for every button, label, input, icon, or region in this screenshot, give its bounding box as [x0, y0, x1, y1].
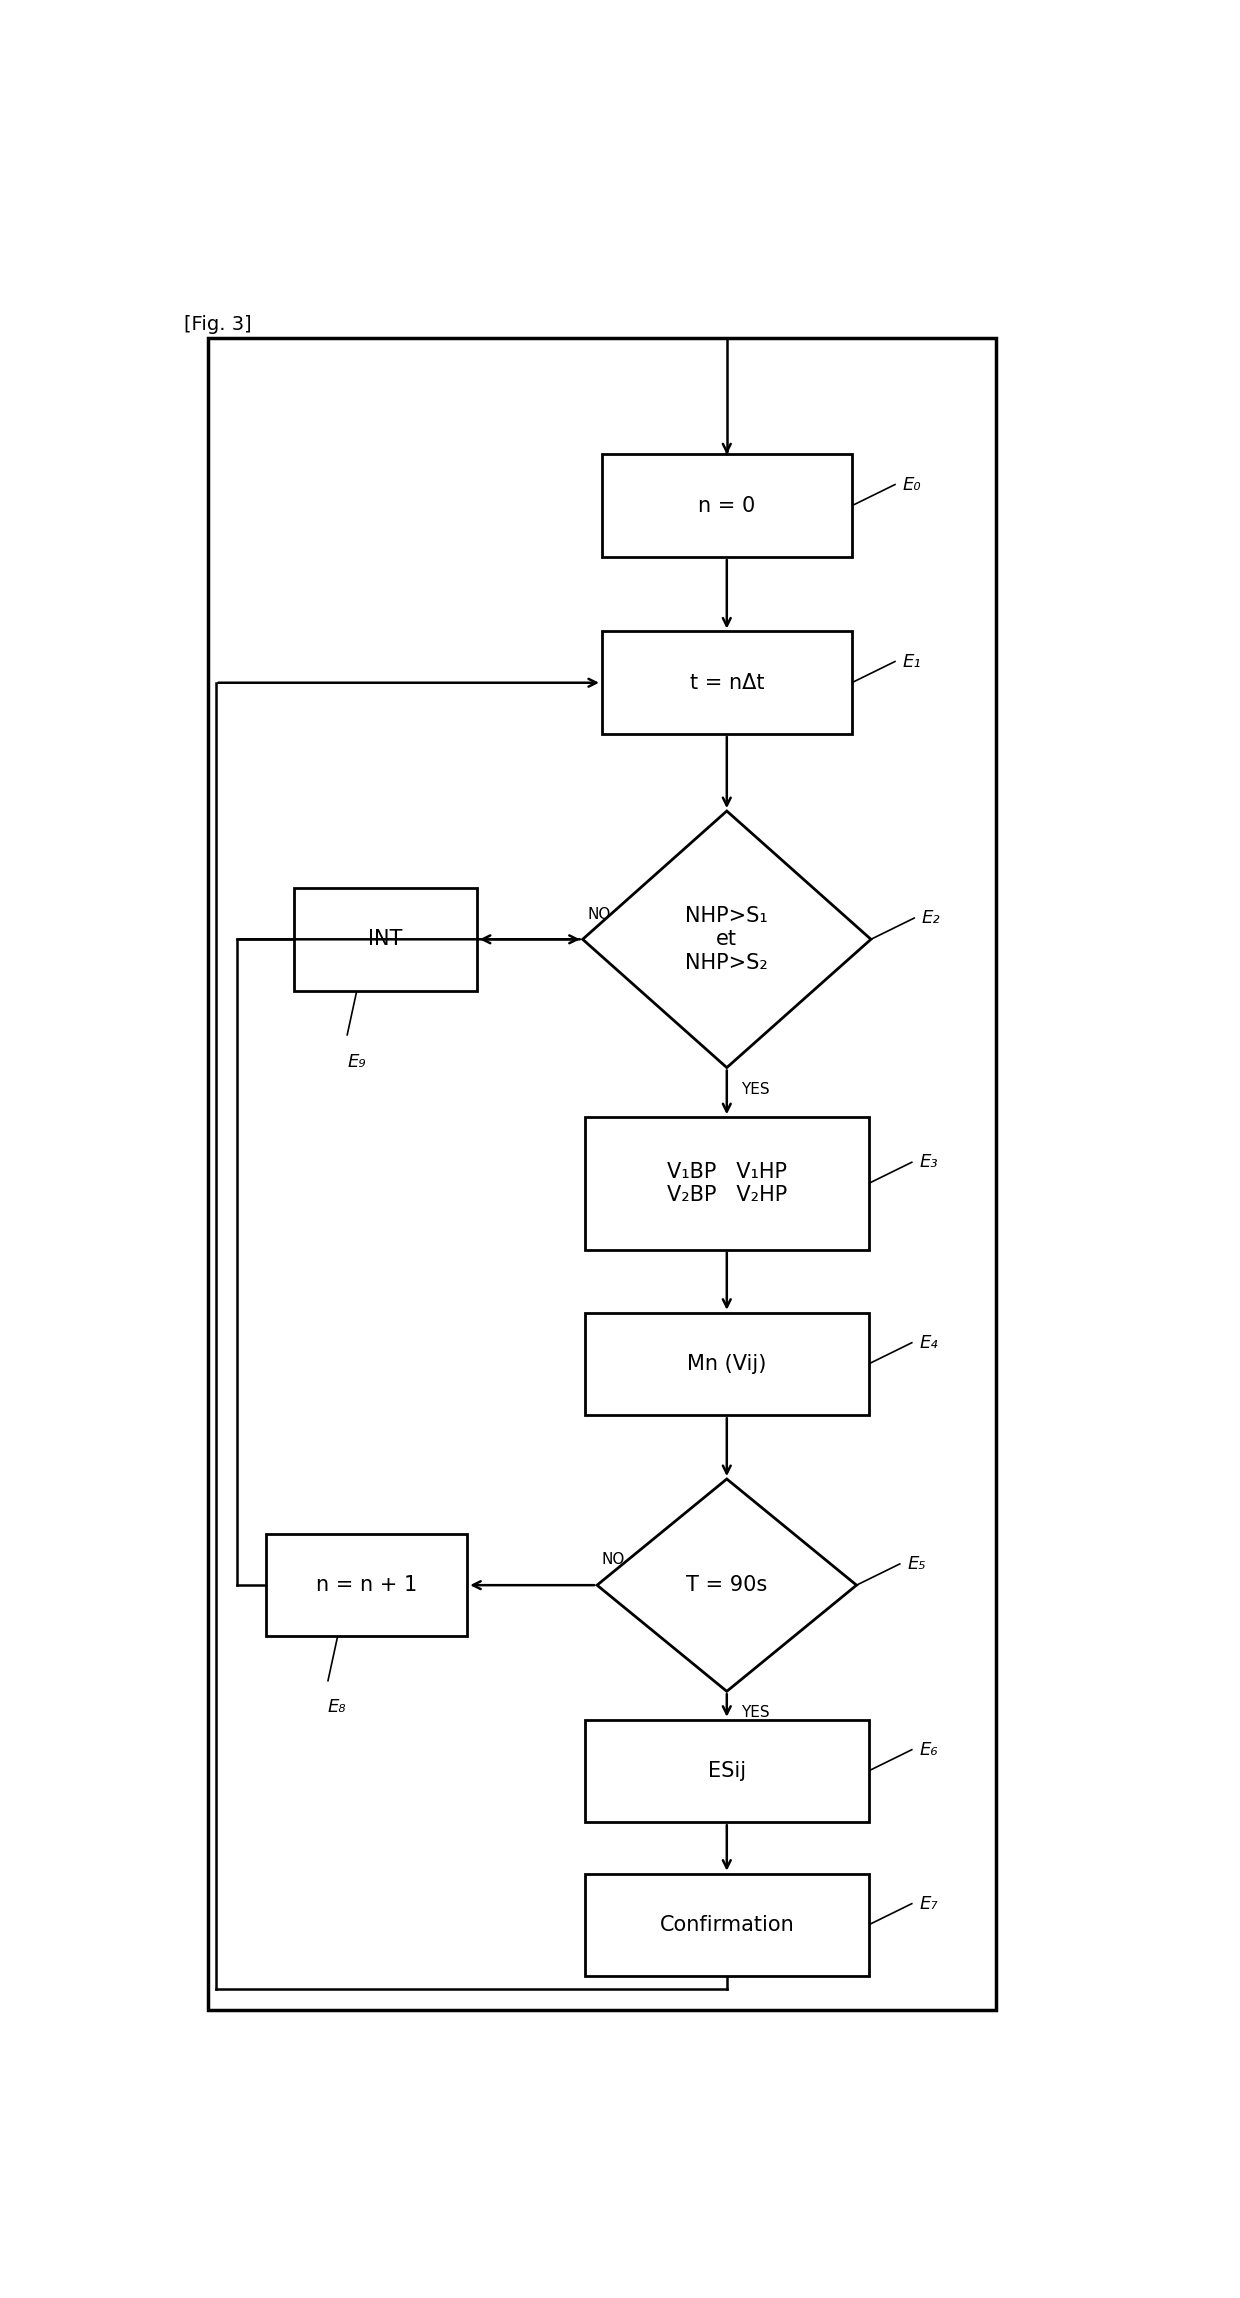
- Text: E₈: E₈: [327, 1698, 347, 1717]
- Text: t = nΔt: t = nΔt: [689, 673, 764, 692]
- Text: [Fig. 3]: [Fig. 3]: [184, 315, 252, 333]
- Text: E₇: E₇: [920, 1894, 939, 1912]
- Text: ESij: ESij: [708, 1760, 745, 1781]
- Polygon shape: [583, 811, 870, 1069]
- Text: YES: YES: [742, 1082, 770, 1096]
- Text: E₁: E₁: [903, 653, 921, 671]
- Text: E₉: E₉: [347, 1052, 366, 1071]
- Text: E₂: E₂: [921, 910, 940, 926]
- Text: YES: YES: [742, 1705, 770, 1721]
- Text: V₁BP   V₁HP
V₂BP   V₂HP: V₁BP V₁HP V₂BP V₂HP: [667, 1163, 787, 1204]
- Text: E₀: E₀: [903, 476, 921, 494]
- Bar: [265, 1533, 467, 1636]
- Bar: [601, 455, 852, 556]
- Bar: [585, 1719, 868, 1822]
- Text: E₅: E₅: [908, 1556, 926, 1572]
- Text: n = n + 1: n = n + 1: [316, 1574, 417, 1595]
- Text: E₃: E₃: [920, 1154, 939, 1172]
- Bar: [585, 1117, 868, 1250]
- Text: Mn (Vij): Mn (Vij): [687, 1354, 766, 1374]
- Bar: [208, 338, 996, 2011]
- Text: Confirmation: Confirmation: [660, 1914, 794, 1935]
- Bar: [294, 887, 477, 990]
- Text: n = 0: n = 0: [698, 496, 755, 515]
- Bar: [585, 1873, 868, 1976]
- Text: NHP>S₁
et
NHP>S₂: NHP>S₁ et NHP>S₂: [686, 905, 769, 972]
- Text: T = 90s: T = 90s: [686, 1574, 768, 1595]
- Text: E₆: E₆: [920, 1740, 939, 1758]
- Polygon shape: [596, 1480, 857, 1691]
- Text: NO: NO: [588, 908, 611, 921]
- Bar: [585, 1312, 868, 1416]
- Text: INT: INT: [368, 928, 403, 949]
- Bar: [601, 632, 852, 733]
- Text: NO: NO: [601, 1553, 625, 1567]
- Text: E₄: E₄: [920, 1333, 939, 1351]
